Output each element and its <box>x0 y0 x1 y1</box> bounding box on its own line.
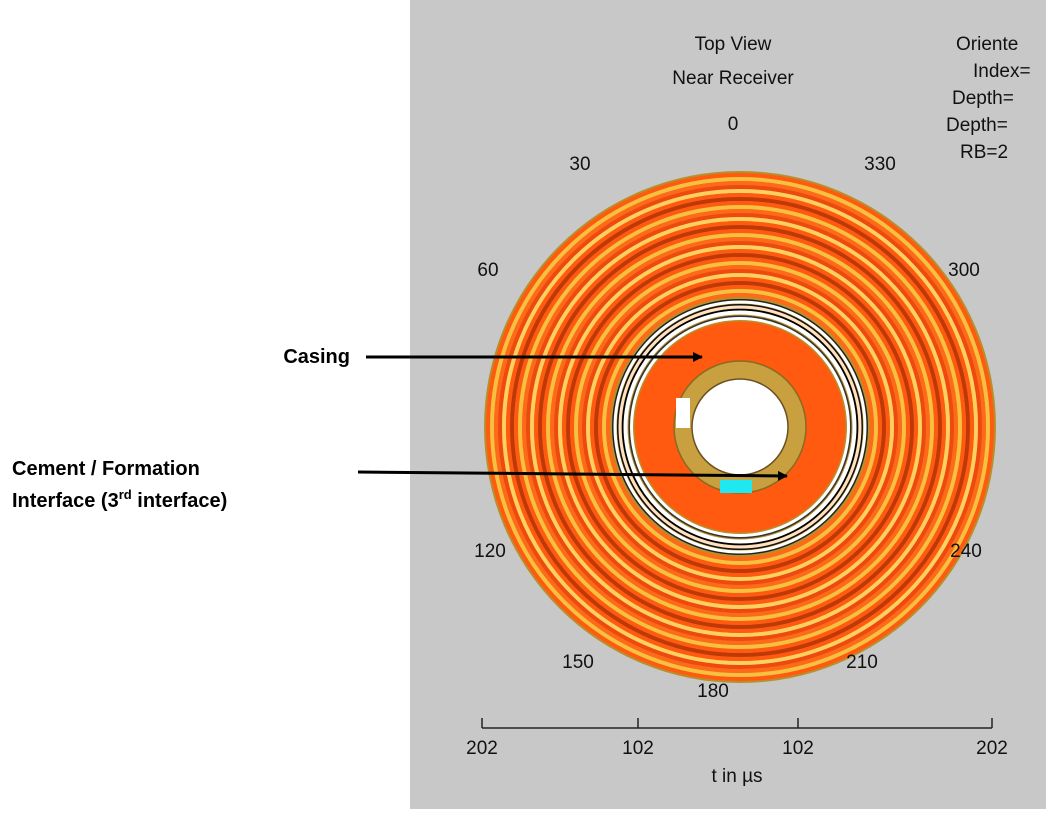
side-text-line: Oriente <box>956 34 1018 55</box>
axis-tick-label: 102 <box>622 738 654 759</box>
axis-label: t in µs <box>711 766 762 787</box>
ring <box>526 213 954 641</box>
casing-label: Casing <box>283 346 350 368</box>
arrow <box>357 470 788 481</box>
angle-label: 300 <box>948 260 980 281</box>
ring <box>514 201 966 653</box>
ring <box>566 253 914 601</box>
ring <box>628 315 852 539</box>
ring <box>546 233 934 621</box>
angle-label: 150 <box>562 652 594 673</box>
ring <box>582 269 898 585</box>
ring <box>494 181 986 673</box>
polar-image <box>484 171 996 683</box>
ring <box>606 293 874 561</box>
axis-tick-label: 202 <box>466 738 498 759</box>
text: Interface (3 <box>12 490 119 512</box>
angle-label: 330 <box>864 154 896 175</box>
superscript: rd <box>119 487 132 502</box>
title: Top View <box>695 34 772 55</box>
ring <box>530 217 950 637</box>
ring <box>506 193 974 661</box>
angle-label: 180 <box>697 681 729 702</box>
ring <box>578 265 902 589</box>
ring <box>542 229 938 625</box>
ring <box>621 308 859 546</box>
axis-ticks: 202 102 102 202 <box>466 718 1008 759</box>
axis-tick-label: 102 <box>782 738 814 759</box>
text: interface) <box>132 490 228 512</box>
angle-label: 60 <box>477 260 498 281</box>
bore <box>691 378 789 476</box>
casing-highlight <box>676 398 690 428</box>
ring <box>534 221 946 633</box>
ring <box>598 285 882 569</box>
ring <box>510 197 970 657</box>
angle-label: 30 <box>569 154 590 175</box>
ring <box>498 185 982 669</box>
side-text-line: Index= <box>973 61 1031 82</box>
angle-label: 210 <box>846 652 878 673</box>
axis-tick-label: 202 <box>976 738 1008 759</box>
interface-label: Cement / Formation <box>12 458 200 480</box>
ring <box>490 177 990 677</box>
ring <box>522 209 958 645</box>
side-text-line: Depth= <box>946 115 1008 136</box>
title: Near Receiver <box>672 68 794 89</box>
interface-label: Interface (3rd interface) <box>12 487 227 512</box>
ring <box>538 225 942 629</box>
ring <box>594 281 886 573</box>
ring <box>562 249 918 605</box>
ring <box>612 299 868 555</box>
ring <box>590 277 890 577</box>
ring <box>617 304 863 550</box>
casing-highlight <box>720 480 752 493</box>
ring <box>554 241 926 613</box>
ring <box>558 245 922 609</box>
ring <box>518 205 962 649</box>
angle-labels: 0 30 60 120 150 180 210 240 300 330 <box>474 114 982 702</box>
side-text: Oriente Index= Depth= Depth= RB=2 <box>946 34 1031 163</box>
ring <box>623 310 857 544</box>
ring <box>574 261 906 593</box>
ring <box>618 305 862 549</box>
side-text-line: Depth= <box>952 88 1014 109</box>
angle-label: 0 <box>728 114 739 135</box>
side-text-line: RB=2 <box>960 142 1008 163</box>
ring <box>602 289 878 565</box>
ring <box>630 317 850 537</box>
angle-label: 120 <box>474 541 506 562</box>
angle-label: 240 <box>950 541 982 562</box>
ring <box>613 300 867 554</box>
ring <box>570 257 910 597</box>
ring <box>502 189 978 665</box>
ring <box>550 237 930 617</box>
ring <box>586 273 894 581</box>
ring <box>486 173 994 681</box>
